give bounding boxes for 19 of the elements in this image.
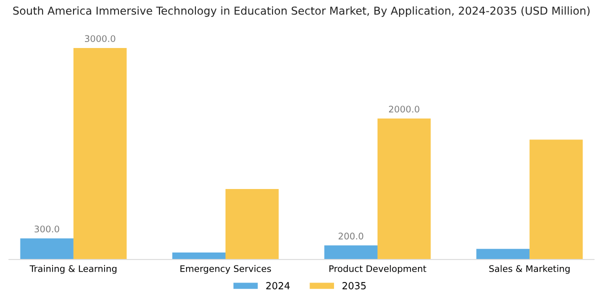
x-tick-label: Training & Learning [30,265,116,274]
data-label: 200.0 [338,232,364,240]
x-tick-label: Sales & Marketing [489,265,570,274]
bar [20,238,74,260]
data-label: 2000.0 [388,106,420,113]
bar [530,140,583,260]
bar [378,118,431,260]
legend-label: 2024 [266,282,290,290]
bar [172,252,226,260]
bar [324,245,378,260]
data-label: 300.0 [34,226,60,232]
bar [476,248,530,260]
x-tick-label: Product Development [329,265,426,274]
legend-label: 2035 [342,282,366,290]
x-tick-label: Emergency Services [180,265,271,274]
bar [225,188,279,260]
chart-title: South America Immersive Technology in Education Sector Market, By Application, 2024-2035 (USD Million) [13,6,590,17]
bar [73,48,127,260]
data-label: 3000.0 [84,35,116,42]
